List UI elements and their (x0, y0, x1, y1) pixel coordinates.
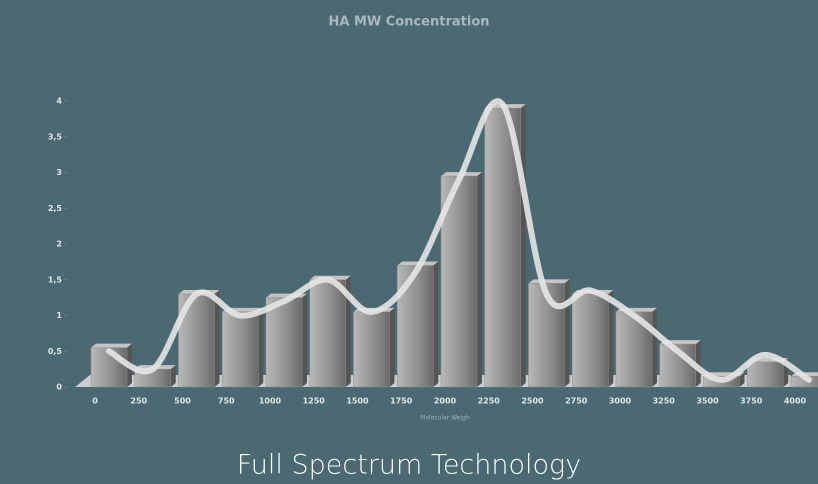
trend-line (106, 98, 812, 383)
bar-side (170, 365, 176, 387)
bar-side (652, 307, 657, 387)
bar-top (528, 279, 570, 284)
bar-side (389, 307, 395, 387)
x-tick-label: 500 (174, 397, 191, 406)
x-tick-label: 1250 (303, 397, 326, 406)
bar-side (433, 261, 439, 387)
bar-side (258, 307, 264, 387)
bar (309, 279, 346, 388)
x-tick-label: 1500 (346, 397, 369, 406)
y-tick-label: 0 (56, 383, 62, 392)
bar-side (739, 372, 745, 387)
bar-top (91, 343, 132, 348)
x-tick-label: 2750 (565, 397, 588, 406)
x-tick-label: 4000 (784, 397, 807, 406)
bar-side (564, 279, 570, 387)
x-tick-label: 0 (92, 397, 98, 406)
footer: Full Spectrum Technology (237, 450, 581, 481)
x-tick-label: 2250 (478, 397, 501, 406)
y-tick-label: 0,5 (48, 347, 63, 356)
y-tick-label: 3,5 (48, 132, 63, 141)
bar (528, 283, 565, 388)
x-tick-label: 3250 (653, 397, 676, 406)
bar (353, 311, 390, 388)
y-tick-label: 3 (56, 168, 62, 177)
x-tick-label: 3750 (740, 397, 763, 406)
bar (572, 293, 609, 388)
chart-title: HA MW Concentration (328, 15, 489, 30)
x-tick-label: 1000 (259, 397, 282, 406)
x-tick-label: 750 (218, 397, 235, 406)
bar (397, 265, 434, 388)
y-tick-label: 2 (56, 240, 62, 249)
x-tick-label: 1750 (390, 397, 413, 406)
bar (222, 311, 259, 388)
x-tick-label: 2500 (521, 397, 544, 406)
bar-side (608, 290, 614, 387)
bar-side (214, 290, 220, 387)
bar-side (695, 340, 701, 387)
y-tick-label: 4 (56, 97, 62, 106)
bar-side (520, 104, 526, 388)
y-tick-label: 2,5 (48, 204, 63, 213)
x-axis-label: Molecular Weigh (420, 415, 470, 422)
bar-side (302, 293, 307, 387)
bar (747, 361, 784, 388)
x-tick-label: 2000 (434, 397, 457, 406)
x-tick-label: 3500 (696, 397, 719, 406)
bar-side (477, 172, 482, 387)
x-tick-label: 3000 (609, 397, 632, 406)
x-tick-label: 250 (130, 397, 147, 406)
bar (265, 297, 303, 388)
bar (790, 376, 818, 388)
bar-side (345, 275, 351, 387)
y-tick-label: 1 (56, 311, 62, 320)
y-tick-label: 1,5 (48, 275, 63, 284)
